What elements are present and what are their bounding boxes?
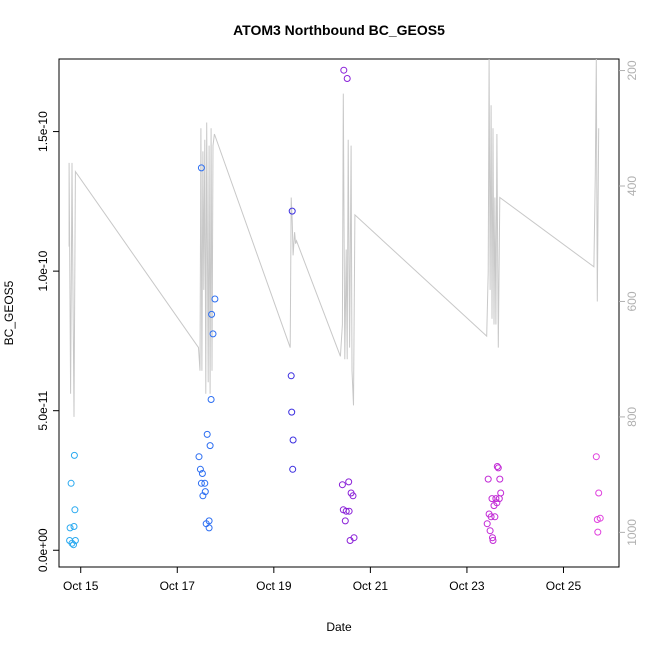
data-point (288, 408, 296, 416)
data-point (489, 537, 497, 544)
x-tick-label: Oct 23 (449, 579, 485, 593)
data-point (197, 164, 205, 172)
data-point (486, 527, 494, 535)
data-point (288, 207, 296, 215)
data-point (494, 464, 502, 472)
data-point (67, 479, 75, 487)
x-tick-label: Oct 25 (546, 579, 582, 593)
data-point (195, 453, 203, 461)
data-point (205, 524, 213, 532)
data-point (341, 517, 349, 525)
data-point (338, 481, 346, 489)
data-point (493, 463, 501, 470)
data-point (70, 523, 78, 530)
data-point (201, 488, 209, 496)
x-tick-label: Oct 21 (353, 579, 389, 593)
data-point (345, 478, 353, 486)
data-point (66, 524, 74, 532)
data-point (487, 513, 495, 521)
data-point (594, 528, 602, 536)
data-point (483, 520, 491, 528)
y-tick-label: 5.0e-11 (36, 390, 50, 430)
data-point (211, 295, 219, 303)
data-point (340, 66, 348, 74)
y-tick-label: 1.5e-10 (36, 111, 50, 152)
chart-title: ATOM3 Northbound BC_GEOS5 (233, 22, 445, 38)
data-point (492, 495, 500, 503)
data-point (345, 507, 353, 515)
plot-frame (58, 58, 620, 568)
data-point (596, 514, 604, 522)
secondary-series-line (68, 58, 600, 417)
data-point (287, 372, 295, 380)
x-tick-label: Oct 19 (256, 579, 292, 593)
data-point (70, 541, 77, 549)
data-point (289, 436, 297, 444)
right-tick-label: 800 (625, 407, 639, 427)
data-point (201, 479, 209, 487)
data-point (491, 513, 499, 521)
data-point (205, 517, 213, 525)
y-tick-label: 0.0e+00 (36, 528, 50, 572)
y-tick-label: 1.0e-10 (36, 250, 50, 291)
data-point (208, 310, 216, 318)
data-point (488, 495, 496, 503)
data-point (592, 453, 600, 461)
data-point (497, 489, 505, 497)
data-point (484, 475, 492, 483)
x-tick-label: Oct 15 (63, 579, 99, 593)
data-point (343, 75, 351, 82)
secondary-line-layer (68, 58, 600, 417)
data-point (342, 507, 350, 515)
data-point (350, 534, 358, 542)
data-point (489, 534, 496, 542)
data-point (496, 475, 504, 483)
data-point (207, 396, 215, 403)
data-point (349, 492, 357, 500)
y-axis-right: 200 400 600 800 1000 (619, 60, 639, 546)
right-tick-label: 200 (625, 60, 639, 80)
data-point (206, 442, 214, 450)
data-point (595, 489, 603, 497)
points-layer (66, 66, 604, 549)
y-axis: 0.0e+00 5.0e-11 1.0e-10 1.5e-10 (36, 111, 59, 572)
x-axis: Oct 15 Oct 17 Oct 19 Oct 21 Oct 23 Oct 25 (63, 567, 581, 593)
y-axis-label: BC_GEOS5 (2, 280, 16, 345)
right-tick-label: 600 (625, 291, 639, 311)
data-point (289, 465, 297, 473)
data-point (71, 506, 79, 514)
data-point (197, 479, 205, 487)
data-point (196, 465, 204, 473)
data-point (209, 330, 217, 338)
x-axis-label: Date (326, 620, 352, 634)
data-point (198, 470, 206, 477)
x-tick-label: Oct 17 (160, 579, 196, 593)
data-point (71, 537, 79, 544)
data-point (203, 430, 211, 438)
data-point (70, 451, 78, 459)
right-tick-label: 1000 (625, 519, 639, 546)
right-tick-label: 400 (625, 176, 639, 196)
